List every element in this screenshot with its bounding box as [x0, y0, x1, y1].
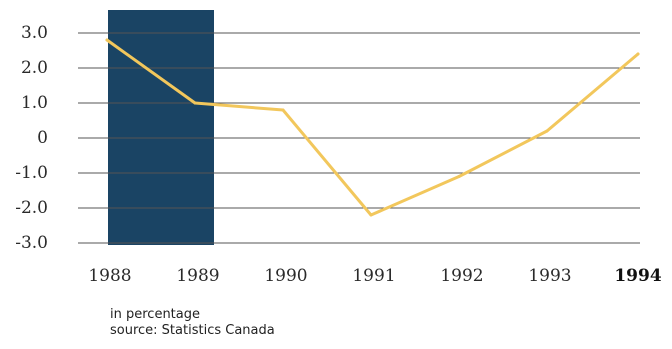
- y-tick-label: 0: [37, 128, 48, 148]
- y-tick-label: 1.0: [21, 93, 48, 113]
- y-tick-label: -3.0: [15, 233, 48, 253]
- data-point: [369, 213, 373, 217]
- chart-notes: in percentage source: Statistics Canada: [110, 307, 275, 339]
- y-tick-label: -1.0: [15, 163, 48, 183]
- source-note: source: Statistics Canada: [110, 323, 275, 338]
- x-tick-label: 1990: [264, 266, 307, 286]
- line-chart: 3.0 2.0 1.0 0 -1.0 -2.0 -3.0 1988 1989 1990 1991 1…: [15, 10, 662, 286]
- data-point: [636, 52, 640, 56]
- x-tick-label: 1988: [88, 266, 131, 286]
- x-tick-label: 1993: [528, 266, 571, 286]
- data-point: [105, 38, 109, 42]
- x-tick-label: 1994: [614, 266, 661, 286]
- y-tick-label: -2.0: [15, 198, 48, 218]
- y-tick-label: 2.0: [21, 58, 48, 78]
- data-point: [193, 101, 197, 105]
- data-point: [281, 108, 285, 112]
- data-point: [457, 175, 461, 178]
- highlight-band: [108, 10, 214, 245]
- x-tick-label: 1991: [352, 266, 395, 286]
- unit-note: in percentage: [110, 307, 200, 322]
- x-tick-label: 1989: [176, 266, 219, 286]
- y-tick-label: 3.0: [21, 23, 48, 43]
- x-tick-label: 1992: [440, 266, 483, 286]
- data-point: [545, 129, 549, 133]
